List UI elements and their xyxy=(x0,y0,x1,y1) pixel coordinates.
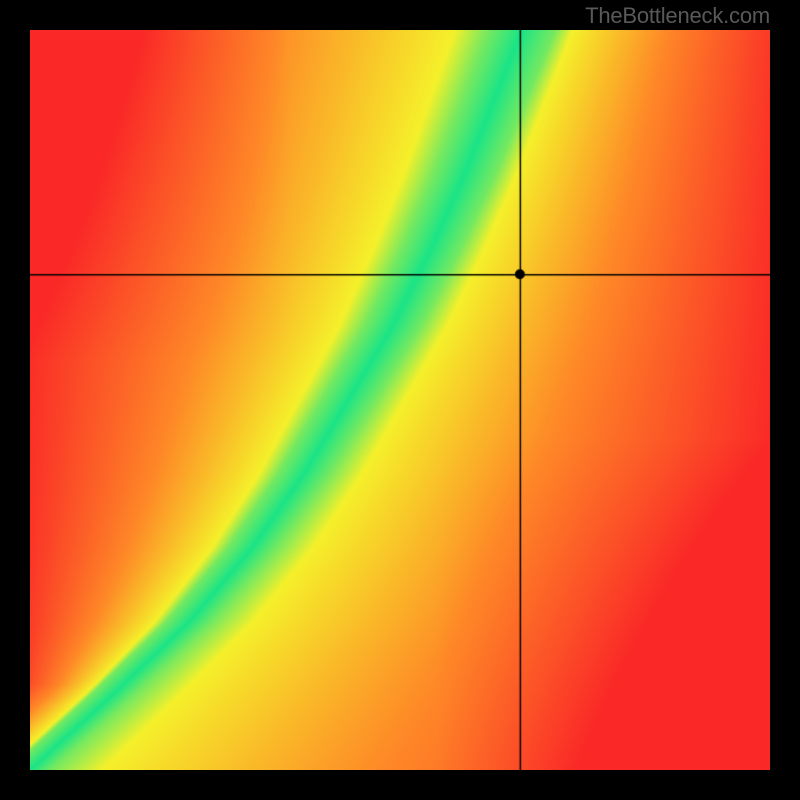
chart-container: { "watermark": { "text": "TheBottleneck.… xyxy=(0,0,800,800)
watermark-text: TheBottleneck.com xyxy=(585,3,770,29)
crosshair-overlay xyxy=(30,30,770,770)
